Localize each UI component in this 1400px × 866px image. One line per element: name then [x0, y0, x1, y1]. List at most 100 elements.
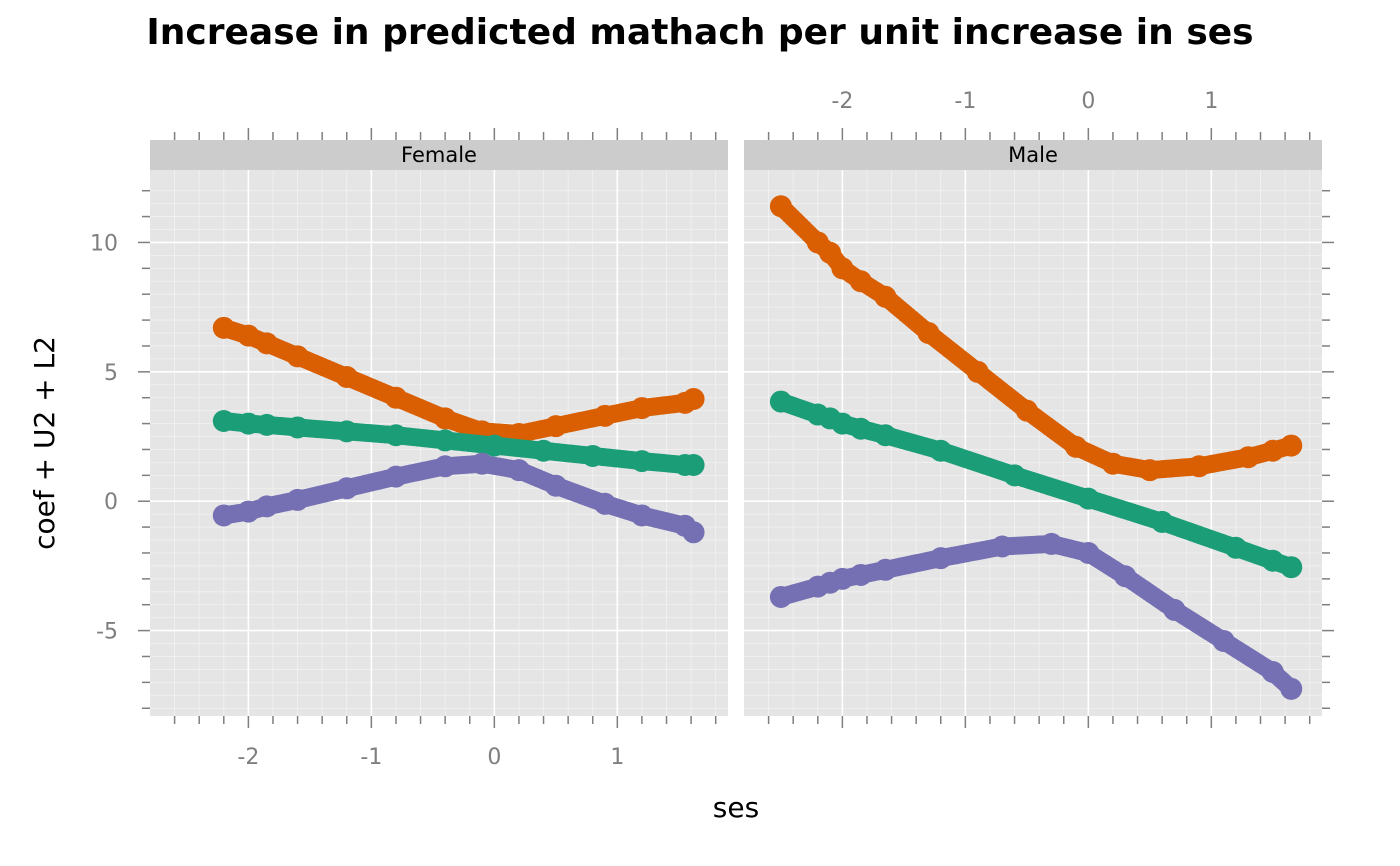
series-0-points [212, 316, 705, 445]
y-tick-label: -5 [96, 620, 118, 645]
data-point [819, 241, 842, 264]
data-point [212, 316, 235, 339]
series-2-points [212, 452, 705, 544]
data-point [1212, 629, 1235, 652]
data-point [769, 585, 792, 608]
data-point [769, 390, 792, 413]
data-point [849, 270, 872, 293]
data-point [286, 416, 309, 439]
panels-group: Female -2 -1 0 1 Male -2 -1 0 1 -5 0 5 10 [90, 89, 1334, 770]
data-point [335, 420, 358, 443]
y-tick-label: 10 [90, 231, 118, 256]
data-point [483, 434, 506, 457]
data-point [1114, 565, 1137, 588]
data-point [237, 500, 260, 523]
data-point [1077, 487, 1100, 510]
data-point [384, 465, 407, 488]
data-point [532, 439, 555, 462]
y-tick-label: 0 [104, 490, 118, 515]
strip-background [150, 140, 728, 170]
x-tick-label: -2 [237, 745, 259, 770]
data-point [831, 257, 854, 280]
data-point [682, 453, 705, 476]
data-point [682, 521, 705, 544]
data-point [1138, 459, 1161, 482]
data-point [769, 195, 792, 218]
data-point [1040, 532, 1063, 555]
data-point [1065, 435, 1088, 458]
data-point [849, 417, 872, 440]
data-point [1188, 455, 1211, 478]
data-point [1261, 661, 1284, 684]
data-point [1003, 464, 1026, 487]
data-point [237, 412, 260, 435]
data-point [544, 474, 567, 497]
data-point [255, 413, 278, 436]
series-2-points [769, 532, 1303, 700]
data-point [335, 477, 358, 500]
data-point [1261, 439, 1284, 462]
data-point [874, 558, 897, 581]
data-point [929, 547, 952, 570]
panel-male: Male -2 -1 0 1 [744, 89, 1322, 728]
panel-female: Female -2 -1 0 1 [150, 128, 728, 770]
data-point [874, 424, 897, 447]
data-point [594, 404, 617, 427]
strip-label-male: Male [1008, 143, 1058, 167]
data-point [255, 332, 278, 355]
data-point [1077, 541, 1100, 564]
x-tick-label: 1 [1204, 89, 1218, 114]
data-point [849, 563, 872, 586]
data-point [1151, 510, 1174, 533]
data-point [471, 452, 494, 475]
data-point [1280, 556, 1303, 579]
data-point [384, 386, 407, 409]
strip-label-female: Female [401, 143, 477, 167]
data-point [874, 285, 897, 308]
data-point [286, 345, 309, 368]
x-tick-label: -1 [954, 89, 976, 114]
data-point [682, 388, 705, 411]
data-point [434, 455, 457, 478]
data-point [630, 397, 653, 420]
x-axis-title: ses [713, 791, 759, 824]
data-point [384, 424, 407, 447]
data-point [594, 492, 617, 515]
data-point [255, 495, 278, 518]
data-point [831, 412, 854, 435]
y-tick-label: 5 [104, 361, 118, 386]
data-point [1015, 399, 1038, 422]
data-point [237, 324, 260, 347]
data-point [335, 366, 358, 389]
x-tick-label: 0 [1081, 89, 1095, 114]
data-point [630, 450, 653, 473]
data-point [1237, 446, 1260, 469]
data-point [212, 410, 235, 433]
data-point [1163, 598, 1186, 621]
series-0-points [769, 195, 1303, 482]
data-point [1280, 677, 1303, 700]
chart-title: Increase in predicted mathach per unit i… [146, 12, 1253, 53]
data-point [966, 360, 989, 383]
data-point [544, 415, 567, 438]
x-tick-label: 0 [487, 745, 501, 770]
data-point [991, 535, 1014, 558]
data-point [630, 504, 653, 527]
data-point [1280, 434, 1303, 457]
data-point [831, 567, 854, 590]
data-point [434, 429, 457, 452]
data-point [1101, 452, 1124, 475]
x-tick-label: -2 [831, 89, 853, 114]
x-tick-label: -1 [360, 745, 382, 770]
y-axis: -5 0 5 10 [90, 189, 1334, 709]
data-point [917, 322, 940, 345]
data-point [1261, 549, 1284, 572]
x-tick-label: 1 [610, 745, 624, 770]
strip-background [744, 140, 1322, 170]
data-point [212, 504, 235, 527]
data-point [507, 459, 530, 482]
series-1-points [769, 390, 1303, 579]
data-point [434, 407, 457, 430]
data-point [286, 488, 309, 511]
